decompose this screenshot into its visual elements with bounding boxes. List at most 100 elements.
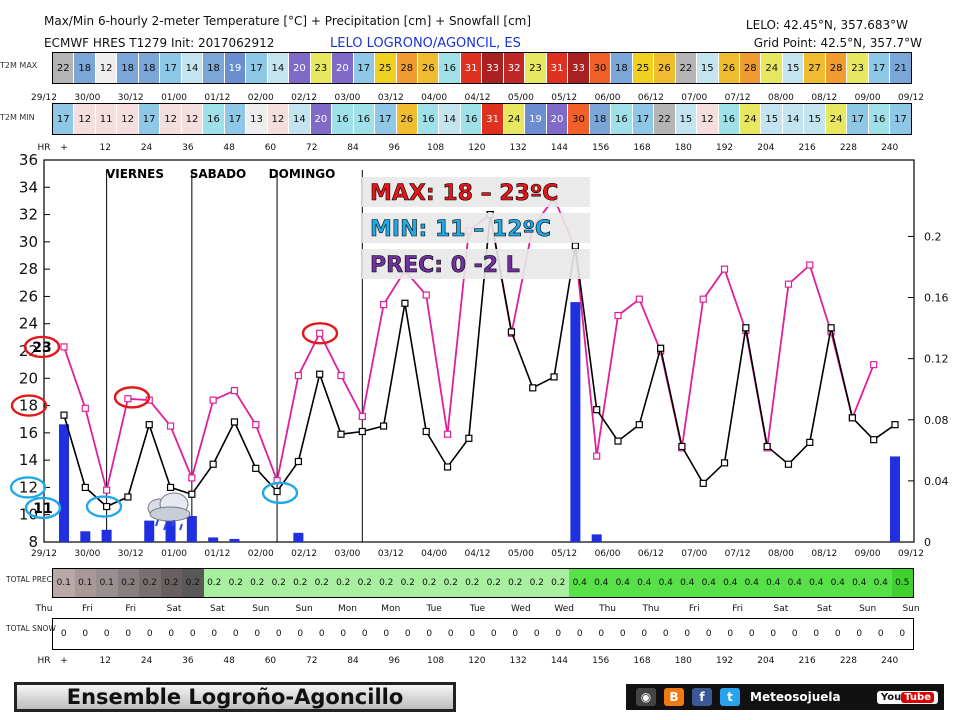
t2m-min-cell: 30: [568, 104, 590, 134]
weekday-label: Sun: [252, 604, 270, 614]
max-temp-point: [188, 474, 196, 482]
total-snow-cell: 0: [340, 629, 347, 639]
date-label: 01/00: [161, 93, 188, 103]
max-temp-point: [784, 280, 793, 288]
youtube-icon[interactable]: You Tube: [876, 690, 938, 704]
min-temp-point: [209, 460, 217, 468]
date-label: 29/12: [31, 93, 57, 103]
t2m-max-cell: 22: [53, 53, 75, 83]
t2m-min-cell: 14: [439, 104, 461, 134]
hour-label: 132: [509, 656, 527, 666]
total-precip-cell: 0.2: [332, 569, 354, 597]
t2m-min-cell: 16: [203, 104, 225, 134]
t2m-min-cell: 12: [697, 104, 719, 134]
total-snow-cell: 0: [426, 629, 433, 639]
max-temp-point: [124, 395, 132, 403]
hour-label: 72: [305, 656, 318, 666]
max-temp-point: [870, 361, 878, 369]
total-precip-cell: 0.2: [311, 569, 333, 597]
instagram-icon[interactable]: ◉: [636, 688, 656, 706]
t2m-min-cell: 16: [718, 104, 740, 134]
t2m-max-cell: 15: [782, 53, 805, 83]
total-snow-cell: 0: [211, 629, 218, 639]
total-precip-cell: 0.1: [74, 569, 96, 597]
weekday-label: Fri: [732, 604, 743, 614]
t2m-min-cell: 13: [246, 104, 268, 134]
t2m-min-cell: 14: [782, 104, 805, 134]
min-temp-point: [635, 421, 643, 429]
total-snow-cell: 0: [662, 629, 669, 639]
total-snow-cell: 0: [856, 629, 863, 639]
chart-date-label: 03/12: [378, 549, 404, 559]
left-axis-label: 20: [19, 369, 38, 387]
right-axis-label: 0.12: [924, 353, 949, 366]
t2m-max-cell: 17: [353, 53, 376, 83]
date-label: 03/00: [334, 93, 361, 103]
total-precip-cell: 0.2: [354, 569, 376, 597]
t2m-max-cell: 24: [761, 53, 783, 83]
t2m-max-cell: 31: [546, 53, 569, 83]
t2m-min-cell: 20: [310, 104, 333, 134]
left-axis-label: 34: [19, 178, 38, 196]
chart-date-label: 07/12: [725, 549, 751, 559]
hour-label: 228: [839, 143, 858, 153]
min-temp-point: [742, 324, 750, 332]
max-temp-point: [252, 421, 260, 429]
t2m-max-cell: 27: [804, 53, 826, 83]
hour-label: +: [60, 143, 68, 153]
right-axis-label: 0.16: [924, 292, 949, 305]
t2m-min-cell: 16: [460, 104, 483, 134]
min-temp-point: [316, 370, 324, 378]
min-temp-point: [806, 438, 814, 447]
total-snow-cell: 0: [619, 629, 626, 639]
cloud-icon-base: [149, 506, 191, 522]
total-precip-cell: 0.4: [676, 569, 698, 597]
t2m-min-cell: 14: [289, 104, 311, 134]
total-precip-cell: 0.2: [547, 569, 569, 597]
rain-drop-icon: [179, 523, 183, 531]
hour-label: 48: [223, 143, 235, 153]
max-temp-point: [294, 371, 302, 380]
precip-bar: [293, 532, 304, 542]
annotation-circle: [9, 476, 47, 499]
t2m-min-cell: 12: [267, 104, 290, 134]
max-temp-point: [209, 396, 217, 404]
t2m-max-cell: 12: [95, 53, 118, 83]
social-bar: ◉ B f t Meteosojuela You Tube: [626, 684, 944, 710]
hour-label: 96: [388, 656, 401, 666]
date-label: 09/00: [854, 93, 881, 103]
chart-date-label: 30/12: [118, 549, 144, 559]
max-temp-point: [806, 261, 814, 269]
hours-row-top: HR +12 24 36 48 60 72 84 96 108 120 132 144 156 168 180…: [30, 143, 920, 155]
left-axis-label: 24: [19, 315, 38, 333]
min-temp-point: [571, 242, 579, 250]
t2m-min-cell: 17: [224, 104, 247, 134]
t2m-min-cell: 16: [868, 104, 891, 134]
t2m-max-label: T2M MAX: [0, 61, 38, 70]
total-snow-cell: 0: [490, 629, 497, 639]
hour-label: 192: [715, 656, 734, 666]
min-temp-point: [294, 457, 302, 466]
twitter-icon[interactable]: t: [720, 688, 740, 706]
total-snow-cell: 0: [684, 629, 691, 639]
hour-label: 156: [592, 143, 610, 153]
t2m-min-cell: 17: [138, 104, 161, 134]
min-temp-point: [593, 406, 601, 414]
total-snow-cell: 0: [82, 629, 89, 639]
min-temp-point: [422, 427, 430, 436]
hour-label: 168: [633, 656, 651, 666]
facebook-icon[interactable]: f: [692, 688, 712, 706]
total-snow-cell: 0: [168, 629, 175, 639]
blogger-icon[interactable]: B: [664, 688, 684, 706]
t2m-min-cell: 12: [74, 104, 96, 134]
rain-drop-icon: [163, 523, 167, 531]
total-snow-cell: 0: [275, 629, 282, 639]
min-temp-point: [465, 434, 473, 442]
precip-bar: [890, 456, 900, 542]
social-brand: Meteosojuela: [750, 690, 841, 704]
min-temp-point: [848, 414, 856, 422]
precip-bar: [208, 537, 219, 542]
date-label: 09/12: [898, 93, 924, 103]
t2m-max-cell: 19: [224, 53, 247, 83]
t2m-min-label: T2M MIN: [0, 113, 35, 122]
